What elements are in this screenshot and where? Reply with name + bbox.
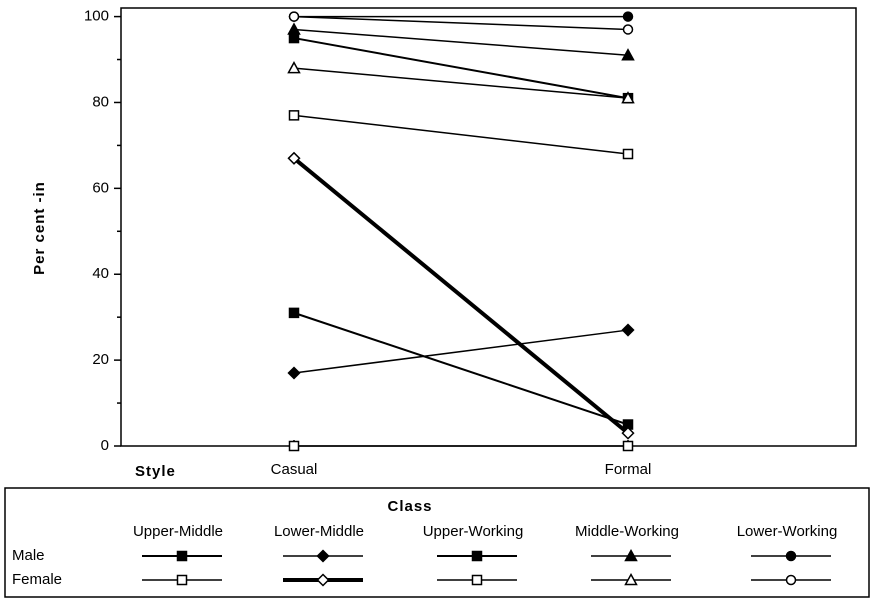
marker [176, 550, 188, 562]
legend-class-label: Upper-Middle [133, 523, 223, 540]
y-tick-label: 0 [101, 437, 109, 454]
marker [288, 440, 300, 452]
y-tick-label: 20 [92, 351, 109, 368]
series-line [293, 114, 629, 155]
legend-frame [4, 487, 870, 598]
marker [316, 573, 330, 587]
marker [288, 11, 300, 22]
marker [287, 22, 301, 35]
legend-class-label: Lower-Middle [274, 523, 364, 540]
marker [785, 550, 797, 562]
series-line [292, 156, 630, 435]
legend-class-label: Upper-Working [423, 523, 524, 540]
marker [176, 574, 188, 586]
marker [622, 11, 634, 22]
y-tick-label: 40 [92, 265, 109, 282]
marker [621, 426, 635, 440]
marker [622, 440, 634, 452]
x-tick-label: Casual [271, 461, 318, 478]
legend-row-label: Male [12, 547, 45, 564]
series-line [293, 37, 629, 100]
series-line [293, 67, 629, 99]
series-line [293, 329, 629, 374]
marker [471, 550, 483, 562]
marker [316, 549, 330, 563]
series-line [293, 311, 629, 426]
marker [287, 61, 301, 74]
series-line [293, 15, 629, 31]
legend-class-label: Lower-Working [737, 523, 838, 540]
marker [622, 148, 634, 160]
marker [621, 91, 635, 104]
marker [621, 48, 635, 61]
y-tick-label: 60 [92, 179, 109, 196]
legend-title: Class [387, 498, 432, 515]
marker [288, 307, 300, 319]
marker [288, 110, 300, 121]
marker [621, 323, 635, 337]
series-line [293, 28, 629, 56]
marker [288, 32, 300, 44]
marker [785, 574, 797, 586]
y-tick-label: 80 [92, 93, 109, 110]
marker [287, 366, 301, 380]
marker [622, 24, 634, 35]
y-axis-label: Per cent -in [31, 181, 48, 275]
legend-class-label: Middle-Working [575, 523, 679, 540]
x-tick-label: Formal [605, 461, 652, 478]
marker [471, 574, 483, 586]
y-tick-label: 100 [84, 8, 109, 25]
marker [287, 151, 301, 165]
x-axis-label: Style [135, 463, 176, 480]
marker [624, 572, 638, 586]
marker [624, 548, 638, 562]
legend-row-label: Female [12, 571, 62, 588]
